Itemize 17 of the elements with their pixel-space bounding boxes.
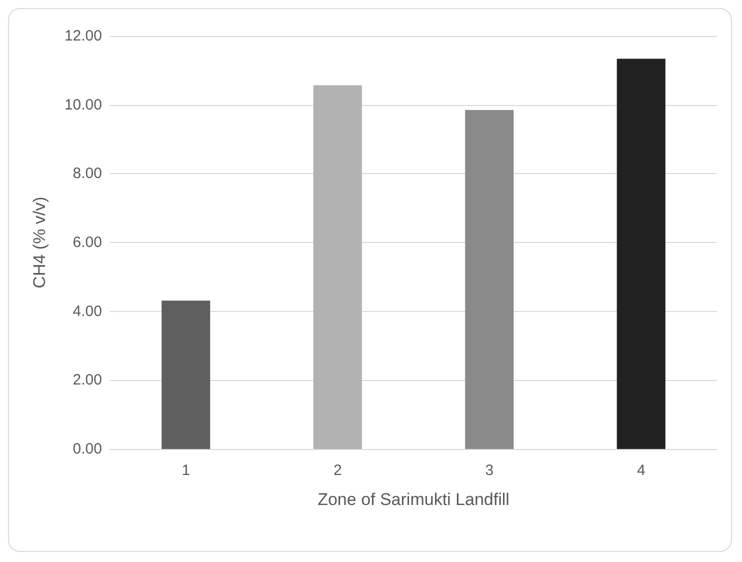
bar — [465, 110, 514, 449]
bar — [616, 58, 666, 449]
y-tick-label: 0.00 — [72, 440, 102, 458]
x-tick-label: 1 — [182, 462, 190, 479]
y-axis-title: CH4 (% v/v) — [30, 196, 49, 288]
x-tick-label: 4 — [636, 462, 646, 479]
bar — [162, 300, 210, 449]
bar — [313, 85, 362, 449]
y-tick-label: 8.00 — [72, 165, 102, 182]
x-tick-label: 2 — [333, 462, 342, 479]
y-tick-label: 10.00 — [64, 96, 102, 114]
y-tick-label: 4.00 — [72, 302, 102, 320]
y-tick-label: 2.00 — [72, 372, 102, 389]
x-tick-label: 3 — [485, 462, 494, 479]
y-tick-label: 12.00 — [64, 28, 102, 44]
x-axis-title: Zone of Sarimukti Landfill — [318, 490, 510, 509]
y-tick-label: 6.00 — [72, 234, 102, 251]
